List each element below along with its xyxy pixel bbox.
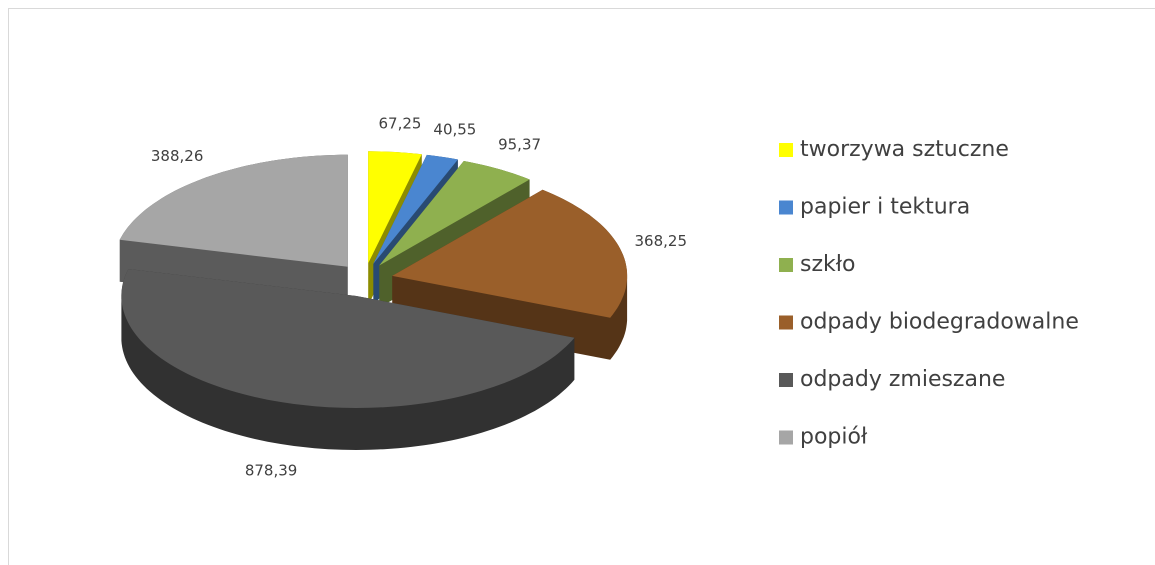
slice <box>121 269 575 408</box>
slice <box>373 154 458 264</box>
data-label: 95,37 <box>498 135 541 153</box>
slice <box>379 161 530 266</box>
data-label: 368,25 <box>635 232 688 250</box>
legend-label: papier i tektura <box>800 195 970 220</box>
legend-label: popiół <box>800 425 868 450</box>
legend-label: odpady zmieszane <box>800 367 1005 392</box>
slice <box>119 154 348 267</box>
chart-frame <box>8 8 1155 565</box>
legend-swatch <box>779 315 793 330</box>
data-label: 878,39 <box>245 462 298 480</box>
legend-label: tworzywa sztuczne <box>800 137 1009 162</box>
slice <box>392 189 628 318</box>
legend-swatch <box>779 373 793 387</box>
legend-swatch <box>779 200 793 215</box>
data-label: 388,26 <box>151 147 204 165</box>
legend-label: szkło <box>800 252 855 277</box>
legend-swatch <box>779 258 793 272</box>
legend-swatch <box>779 143 793 157</box>
slice <box>368 151 422 264</box>
legend-swatch <box>779 430 793 445</box>
data-label: 67,25 <box>379 115 422 133</box>
legend-label: odpady biodegradowalne <box>800 310 1079 335</box>
data-label: 40,55 <box>433 121 476 139</box>
